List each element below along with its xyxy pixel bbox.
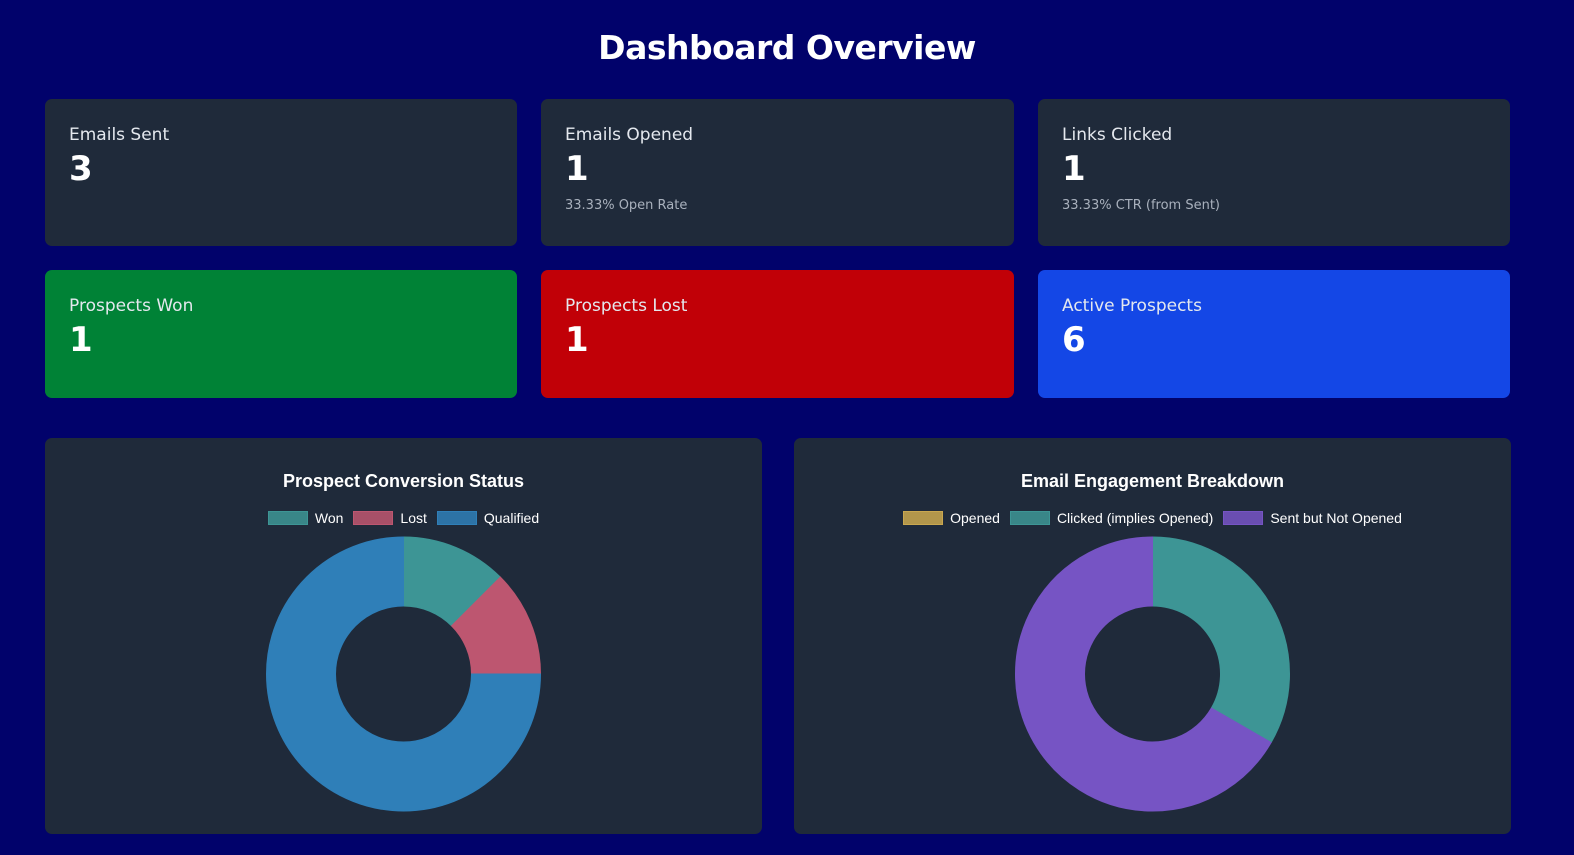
- prospects-won-card: Prospects Won 1: [45, 270, 517, 398]
- legend-label: Clicked (implies Opened): [1056, 510, 1214, 526]
- legend-label: Won: [314, 510, 344, 526]
- legend-item[interactable]: Won: [267, 510, 344, 526]
- links-clicked-value: 1: [1062, 149, 1086, 189]
- prospect-conversion-chart: Prospect Conversion Status Won Lost Qualif…: [45, 438, 762, 834]
- emails-sent-value: 3: [69, 149, 93, 189]
- links-clicked-label: Links Clicked: [1062, 125, 1173, 145]
- legend-label: Qualified: [483, 510, 540, 526]
- email-engagement-chart: Email Engagement Breakdown Opened Clicked…: [794, 438, 1511, 834]
- chart-title: Email Engagement Breakdown: [1020, 471, 1285, 491]
- emails-sent-label: Emails Sent: [69, 125, 170, 145]
- open-rate: 33.33% Open Rate: [565, 198, 688, 214]
- ctr-rate: 33.33% CTR (from Sent): [1062, 198, 1220, 214]
- prospects-won-label: Prospects Won: [69, 296, 194, 316]
- legend-item[interactable]: Sent but Not Opened: [1223, 510, 1402, 526]
- donut-chart: [1015, 536, 1290, 812]
- emails-opened-card: Emails Opened 1 33.33% Open Rate: [541, 99, 1014, 246]
- legend-swatch: [353, 511, 394, 525]
- emails-opened-value: 1: [565, 149, 589, 189]
- legend-label: Sent but Not Opened: [1270, 510, 1402, 526]
- legend-swatch: [1009, 511, 1050, 525]
- prospects-lost-card: Prospects Lost 1: [541, 270, 1014, 398]
- active-prospects-value: 6: [1062, 320, 1086, 360]
- legend-label: Lost: [400, 510, 427, 526]
- legend-item[interactable]: Lost: [353, 510, 427, 526]
- donut-chart: [266, 536, 542, 812]
- chart-legend: Opened Clicked (implies Opened) Sent but N…: [794, 510, 1511, 526]
- legend-swatch: [436, 511, 477, 525]
- emails-sent-card: Emails Sent 3: [45, 99, 517, 246]
- prospects-lost-value: 1: [565, 320, 589, 360]
- legend-swatch: [267, 511, 308, 525]
- emails-opened-label: Emails Opened: [565, 125, 694, 145]
- donut-slice-sent-but-not-opened[interactable]: [1015, 536, 1272, 812]
- active-prospects-card: Active Prospects 6: [1038, 270, 1510, 398]
- prospects-won-value: 1: [69, 320, 93, 360]
- prospects-lost-label: Prospects Lost: [565, 296, 688, 316]
- page-title: Dashboard Overview: [598, 28, 976, 67]
- links-clicked-card: Links Clicked 1 33.33% CTR (from Sent): [1038, 99, 1510, 246]
- legend-swatch: [903, 511, 944, 525]
- donut-slice-qualified[interactable]: [266, 536, 542, 812]
- legend-item[interactable]: Clicked (implies Opened): [1009, 510, 1214, 526]
- donut-slice-clicked-implies-opened[interactable]: [1152, 536, 1290, 744]
- chart-title: Prospect Conversion Status: [282, 471, 525, 491]
- chart-legend: Won Lost Qualified: [45, 510, 762, 526]
- active-prospects-label: Active Prospects: [1062, 296, 1202, 316]
- legend-item[interactable]: Qualified: [436, 510, 540, 526]
- legend-item[interactable]: Opened: [903, 510, 1000, 526]
- legend-swatch: [1223, 511, 1264, 525]
- legend-label: Opened: [950, 510, 1000, 526]
